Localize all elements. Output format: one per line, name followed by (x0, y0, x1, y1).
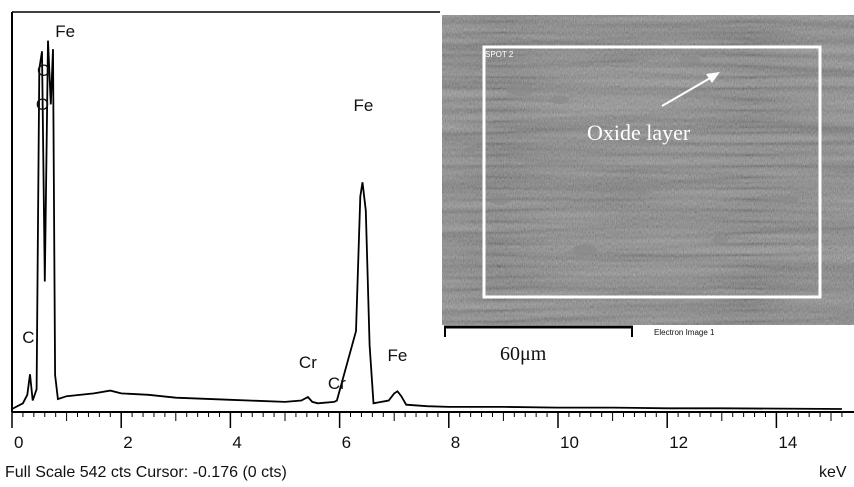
peak-labels: C Fe OO Fe Cr Cr Fe (22, 22, 407, 393)
x-axis-tick-label: 2 (123, 433, 132, 452)
peak-label-cr: Cr (328, 374, 346, 393)
x-axis-unit-label: keV (819, 464, 847, 481)
x-axis-tick-label: 0 (14, 433, 23, 452)
spot-2-selection-box (482, 45, 822, 299)
spectrum-line (11, 40, 842, 410)
oxide-layer-label: Oxide layer (587, 120, 691, 145)
peak-label-o: O (37, 61, 50, 80)
peak-label-cr: Cr (299, 353, 317, 372)
x-axis-major-ticks: 0 2 4 6 8 10 12 14 (11, 412, 797, 452)
sem-particles (464, 56, 799, 256)
footer-status-text: Full Scale 542 cts Cursor: -0.176 (0 cts… (5, 464, 287, 481)
peak-label-o: O (36, 95, 49, 114)
x-axis-tick-label: 8 (451, 433, 460, 452)
x-axis-tick-label: 10 (560, 433, 579, 452)
peak-label-fe: Fe (387, 346, 407, 365)
spot-2-label: SPOT 2 (485, 50, 514, 59)
peak-label-fe: Fe (55, 22, 75, 41)
scale-bar: 60μm Electron Image 1 (444, 325, 715, 365)
peak-label-fe: Fe (354, 96, 374, 115)
x-axis-tick-label: 14 (778, 433, 797, 452)
x-axis-tick-label: 12 (669, 433, 688, 452)
electron-image-caption: Electron Image 1 (654, 328, 715, 337)
scale-bar-label: 60μm (500, 343, 547, 365)
sem-inset: SPOT 2 Oxide layer (442, 15, 854, 325)
peak-label-c: C (22, 328, 34, 347)
x-axis-tick-label: 6 (342, 433, 351, 452)
x-axis: 0 2 4 6 8 10 12 14 (11, 411, 854, 452)
x-axis-minor-ticks (11, 412, 843, 421)
oxide-arrow-head (706, 72, 720, 83)
oxide-arrow-shaft (661, 76, 713, 107)
x-axis-tick-label: 4 (232, 433, 241, 452)
